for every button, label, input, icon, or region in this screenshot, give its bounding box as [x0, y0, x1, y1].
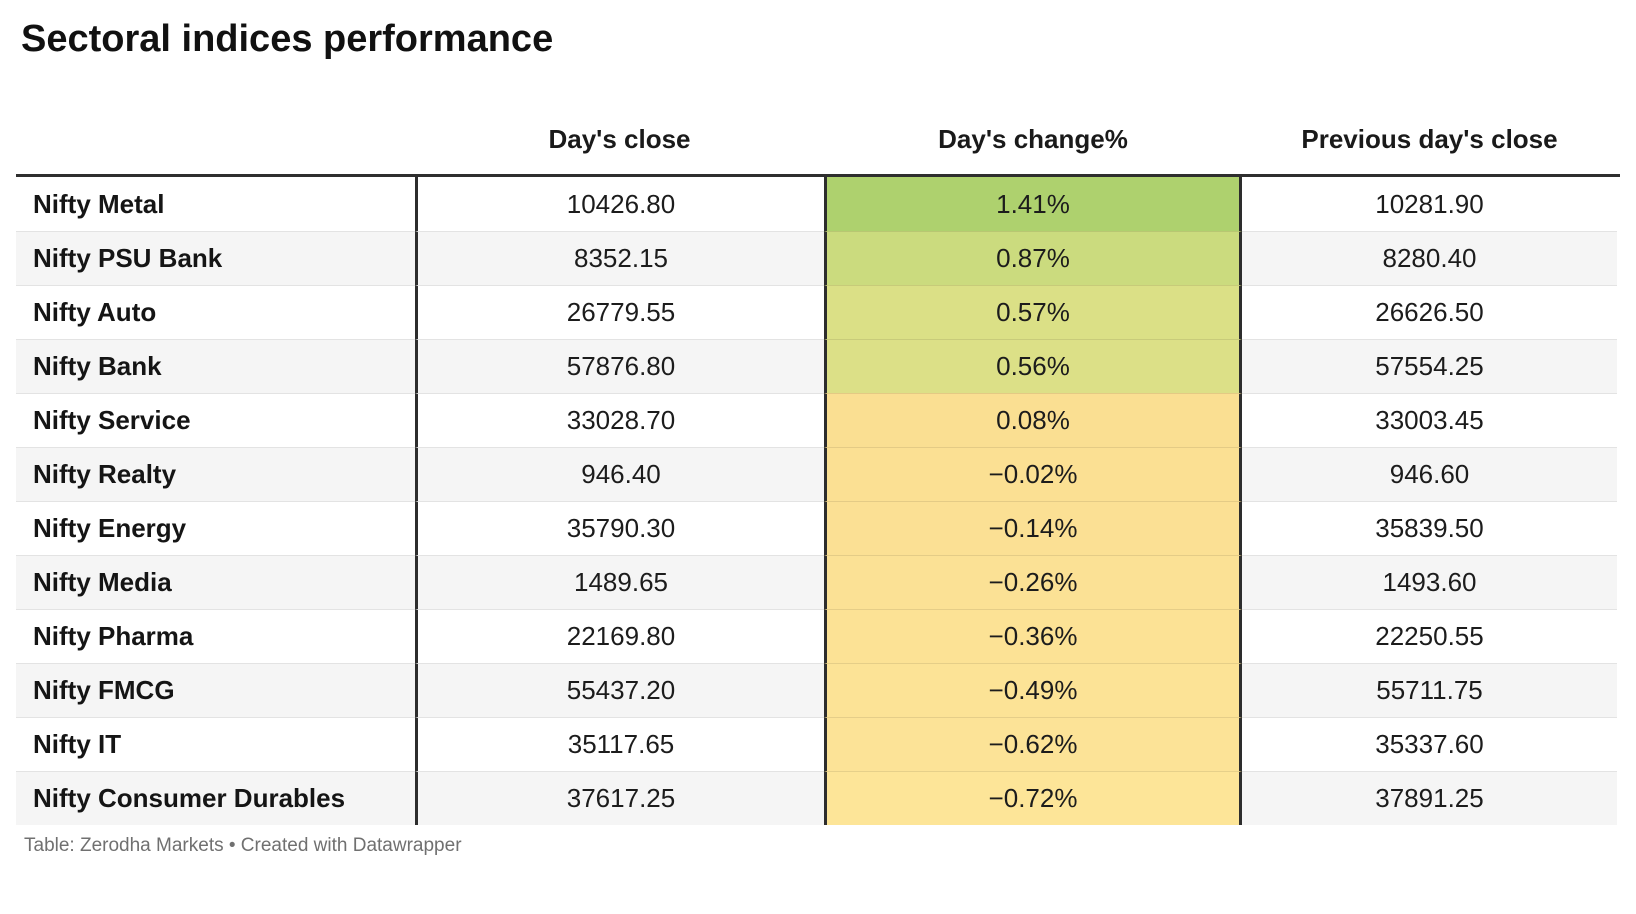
days-close-value: 37617.25	[415, 771, 824, 825]
days-close-value: 35790.30	[415, 501, 824, 555]
days-close-value: 57876.80	[415, 339, 824, 393]
table-row: Nifty Energy 35790.30 −0.14% 35839.50	[16, 501, 1617, 555]
table-row: Nifty Metal 10426.80 1.41% 10281.90	[16, 177, 1617, 231]
table-row: Nifty IT 35117.65 −0.62% 35337.60	[16, 717, 1617, 771]
days-change-value: −0.26%	[824, 555, 1242, 609]
previous-days-close-value: 37891.25	[1242, 771, 1617, 825]
previous-days-close-value: 10281.90	[1375, 188, 1484, 219]
row-label: Nifty Pharma	[16, 609, 415, 663]
row-label: Nifty Auto	[16, 285, 415, 339]
row-label: Nifty Media	[16, 555, 415, 609]
table-row: Nifty Bank 57876.80 0.56% 57554.25	[16, 339, 1617, 393]
row-label: Nifty Service	[16, 393, 415, 447]
row-label: Nifty Energy	[16, 501, 415, 555]
days-change-value: −0.36%	[824, 609, 1242, 663]
row-label: Nifty IT	[16, 717, 415, 771]
previous-days-close-value: 57554.25	[1242, 339, 1617, 393]
column-header-days-change: Day's change%	[938, 123, 1128, 154]
previous-days-close-value: 55711.75	[1242, 663, 1617, 717]
days-close-value: 55437.20	[415, 663, 824, 717]
days-close-value: 35117.65	[415, 717, 824, 771]
days-close-value: 33028.70	[415, 393, 824, 447]
days-close-value: 1489.65	[415, 555, 824, 609]
days-change-value: 1.41%	[824, 177, 1242, 231]
column-header-days-close: Day's close	[548, 123, 691, 154]
previous-days-close-value: 35839.50	[1242, 501, 1617, 555]
days-close-value: 10426.80	[415, 177, 824, 231]
column-header-previous-days-close: Previous day's close	[1301, 123, 1558, 154]
row-label: Nifty Bank	[16, 339, 415, 393]
previous-days-close-value: 946.60	[1242, 447, 1617, 501]
sectoral-indices-table: Day's close Day's change% Previous day's…	[16, 104, 1620, 825]
row-label: Nifty Consumer Durables	[16, 771, 415, 825]
days-close-value: 946.40	[415, 447, 824, 501]
row-label: Nifty FMCG	[16, 663, 415, 717]
days-change-value: −0.49%	[824, 663, 1242, 717]
days-close-value: 8352.15	[415, 231, 824, 285]
sectoral-indices-page: Sectoral indices performance Day's close…	[16, 18, 1620, 856]
days-change-value: 0.08%	[824, 393, 1242, 447]
days-change-value: 0.56%	[824, 339, 1242, 393]
days-change-value: 0.87%	[824, 231, 1242, 285]
row-label: Nifty Realty	[16, 447, 415, 501]
chart-title: Sectoral indices performance	[21, 18, 554, 60]
table-row: Nifty FMCG 55437.20 −0.49% 55711.75	[16, 663, 1617, 717]
days-close-value: 26779.55	[415, 285, 824, 339]
table-header-row: Day's close Day's change% Previous day's…	[16, 104, 1617, 174]
days-change-value: −0.62%	[824, 717, 1242, 771]
row-label: Nifty Metal	[33, 188, 165, 219]
table-row: Nifty Media 1489.65 −0.26% 1493.60	[16, 555, 1617, 609]
previous-days-close-value: 33003.45	[1242, 393, 1617, 447]
table-row: Nifty PSU Bank 8352.15 0.87% 8280.40	[16, 231, 1617, 285]
previous-days-close-value: 22250.55	[1242, 609, 1617, 663]
previous-days-close-value: 8280.40	[1242, 231, 1617, 285]
table-row: Nifty Service 33028.70 0.08% 33003.45	[16, 393, 1617, 447]
table-row: Nifty Pharma 22169.80 −0.36% 22250.55	[16, 609, 1617, 663]
days-change-value: −0.02%	[824, 447, 1242, 501]
table-row: Nifty Consumer Durables 37617.25 −0.72% 378…	[16, 771, 1617, 825]
table-row: Nifty Realty 946.40 −0.02% 946.60	[16, 447, 1617, 501]
table-footer: Table: Zerodha Markets • Created with Da…	[24, 835, 462, 856]
days-change-value: −0.72%	[824, 771, 1242, 825]
previous-days-close-value: 1493.60	[1242, 555, 1617, 609]
table-row: Nifty Auto 26779.55 0.57% 26626.50	[16, 285, 1617, 339]
days-change-value: −0.14%	[824, 501, 1242, 555]
row-label: Nifty PSU Bank	[16, 231, 415, 285]
days-close-value: 22169.80	[415, 609, 824, 663]
days-change-value: 0.57%	[824, 285, 1242, 339]
previous-days-close-value: 26626.50	[1242, 285, 1617, 339]
previous-days-close-value: 35337.60	[1242, 717, 1617, 771]
table-body: Nifty Metal 10426.80 1.41% 10281.90 Nifty PS…	[16, 174, 1620, 825]
